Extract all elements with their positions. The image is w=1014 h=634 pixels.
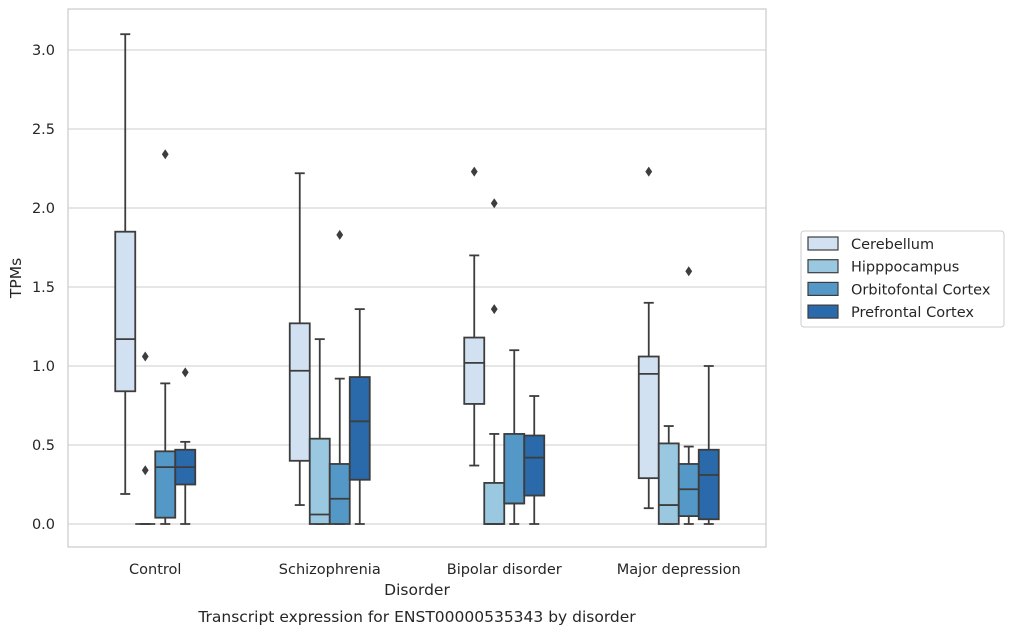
legend-swatch [807, 281, 839, 296]
outlier-point [161, 149, 169, 160]
box-schizophrenia-hipppocampus [308, 338, 331, 525]
iqr-box [328, 463, 351, 525]
legend-label: Hipppocampus [851, 260, 959, 276]
box-bipolar-disorder-prefrontal-cortex [523, 395, 546, 525]
x-tick-label-bipolar-disorder: Bipolar disorder [447, 562, 562, 578]
outlier-point [336, 229, 344, 240]
iqr-box [463, 336, 486, 405]
chart-caption: Transcript expression for ENST0000053534… [197, 608, 636, 626]
legend-label: Prefrontal Cortex [851, 305, 974, 321]
outlier-point [490, 198, 498, 209]
y-tick-labels: 0.0 0.5 1.0 1.5 2.0 2.5 3.0 [32, 43, 55, 533]
box-control-orbitofontal-cortex [154, 149, 177, 525]
legend-swatch [807, 304, 839, 319]
box-bipolar-disorder-hipppocampus [483, 198, 506, 525]
box-schizophrenia-cerebellum [288, 172, 311, 506]
x-tick-label-schizophrenia: Schizophrenia [279, 562, 381, 578]
outlier-point [490, 304, 498, 315]
iqr-box [523, 434, 546, 497]
legend-item-cerebellum: Cerebellum [807, 236, 934, 253]
y-tick-label: 0.0 [32, 517, 55, 533]
iqr-box [308, 437, 331, 525]
x-tick-label-major-depression: Major depression [617, 562, 741, 578]
x-tick-labels: Control Schizophrenia Bipolar disorder Majo… [129, 562, 741, 578]
box-major-depression-orbitofontal-cortex [677, 266, 700, 525]
iqr-box [154, 450, 177, 519]
iqr-box [503, 433, 526, 505]
legend-item-hipppocampus: Hipppocampus [807, 259, 959, 276]
legend-swatch [807, 259, 839, 274]
y-tick-label: 2.0 [32, 201, 55, 217]
box-bipolar-disorder-orbitofontal-cortex [503, 349, 526, 525]
outlier-point [141, 465, 149, 476]
iqr-box [348, 376, 371, 481]
outlier-point [685, 266, 693, 277]
legend-label: Orbitofontal Cortex [851, 282, 991, 298]
outlier-point [645, 166, 653, 177]
legend: Cerebellum Hipppocampus Orbitofontal Corte… [800, 230, 1005, 328]
box-plot-area [114, 33, 720, 525]
y-tick-label: 2.5 [32, 122, 55, 138]
legend-label: Cerebellum [851, 237, 934, 253]
box-control-cerebellum [114, 33, 137, 495]
legend-frame [800, 230, 1005, 328]
y-tick-label: 0.5 [32, 438, 55, 454]
plot-frame [67, 8, 767, 548]
iqr-box [288, 322, 311, 462]
box-schizophrenia-prefrontal-cortex [348, 308, 371, 525]
iqr-box [483, 482, 506, 525]
box-major-depression-prefrontal-cortex [697, 365, 720, 525]
y-tick-label: 1.5 [32, 280, 55, 296]
outlier-point [141, 351, 149, 362]
box-schizophrenia-orbitofontal-cortex [328, 229, 351, 525]
outlier-point [470, 166, 478, 177]
y-axis-label: TPMs [7, 258, 25, 299]
legend-item-orbitofontal-cortex: Orbitofontal Cortex [807, 281, 991, 298]
iqr-box [697, 448, 720, 521]
legend-item-prefrontal-cortex: Prefrontal Cortex [807, 304, 974, 321]
iqr-box [114, 230, 137, 393]
iqr-box [657, 442, 680, 525]
outlier-point [181, 367, 189, 378]
box-major-depression-hipppocampus [657, 425, 680, 525]
box-control-hipppocampus [135, 351, 156, 525]
x-tick-label-control: Control [129, 562, 181, 578]
grid-lines [68, 49, 766, 525]
x-axis-label: Disorder [384, 581, 450, 599]
legend-swatch [807, 236, 839, 251]
y-tick-label: 3.0 [32, 43, 55, 59]
iqr-box [637, 355, 660, 480]
box-control-prefrontal-cortex [174, 367, 197, 525]
box-bipolar-disorder-cerebellum [463, 166, 486, 467]
box-major-depression-cerebellum [637, 166, 660, 510]
y-tick-label: 1.0 [32, 359, 55, 375]
